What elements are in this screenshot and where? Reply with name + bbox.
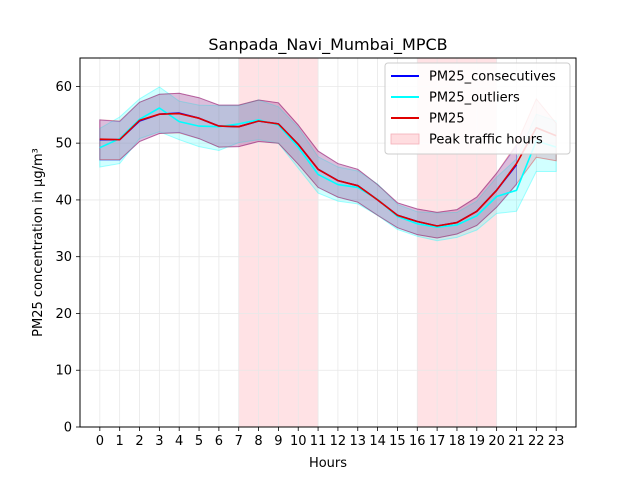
x-tick-label: 20 (488, 434, 505, 449)
series-line-PM25_outliers (99, 107, 557, 228)
y-axis-label: PM25 concentration in µg/m³ (31, 148, 46, 337)
x-tick-label: 19 (469, 434, 486, 449)
x-tick-label: 15 (389, 434, 406, 449)
bands-layer (99, 86, 557, 242)
x-tick-label: 8 (254, 434, 262, 449)
legend-swatch (390, 133, 420, 145)
series-band-PM25 (99, 92, 557, 239)
x-tick-label: 17 (429, 434, 446, 449)
x-tick-label: 10 (290, 434, 307, 449)
x-tick-label: 7 (235, 434, 243, 449)
legend-box (384, 62, 571, 155)
x-tick-label: 22 (528, 434, 545, 449)
y-tick-label: 50 (55, 137, 72, 152)
legend-label: PM25 (429, 112, 465, 127)
x-tick-label: 21 (508, 434, 525, 449)
x-tick-label: 12 (330, 434, 347, 449)
y-tick-label: 40 (55, 193, 72, 208)
x-tick-label: 0 (96, 434, 104, 449)
y-tick-label: 0 (64, 421, 72, 436)
x-tick-label: 1 (116, 434, 124, 449)
y-tick-label: 30 (55, 250, 72, 265)
chart-title: Sanpada_Navi_Mumbai_MPCB (208, 35, 447, 55)
y-tick-label: 10 (55, 364, 72, 379)
x-axis-label: Hours (309, 456, 347, 471)
y-tick-label: 60 (55, 80, 72, 95)
x-tick-label: 23 (548, 434, 565, 449)
x-tick-label: 3 (155, 434, 163, 449)
x-tick-label: 6 (215, 434, 223, 449)
series-line-PM25 (99, 112, 557, 227)
x-tick-label: 16 (409, 434, 426, 449)
series-band-PM25_outliers (99, 86, 557, 242)
series-band-PM25_consecutives (99, 92, 517, 239)
legend-label: PM25_consecutives (429, 70, 556, 85)
x-tick-label: 5 (195, 434, 203, 449)
x-tick-label: 18 (449, 434, 466, 449)
x-tick-label: 2 (135, 434, 143, 449)
y-tick-label: 20 (55, 307, 72, 322)
legend: PM25_consecutives PM25_outliers PM25 Peak t… (384, 62, 571, 155)
ticks-layer: 0 1 2 3 4 5 6 7 8 9 10 11 12 13 14 15 16 17 18 19 20 21 22 2301… (55, 80, 564, 449)
legend-label: PM25_outliers (429, 91, 520, 106)
x-tick-label: 13 (349, 434, 366, 449)
x-tick-label: 14 (369, 434, 386, 449)
lines-layer (99, 107, 557, 228)
plot-frame (79, 57, 577, 428)
x-tick-label: 9 (274, 434, 282, 449)
x-tick-label: 11 (310, 434, 327, 449)
x-tick-label: 4 (175, 434, 183, 449)
legend-label: Peak traffic hours (429, 133, 543, 148)
